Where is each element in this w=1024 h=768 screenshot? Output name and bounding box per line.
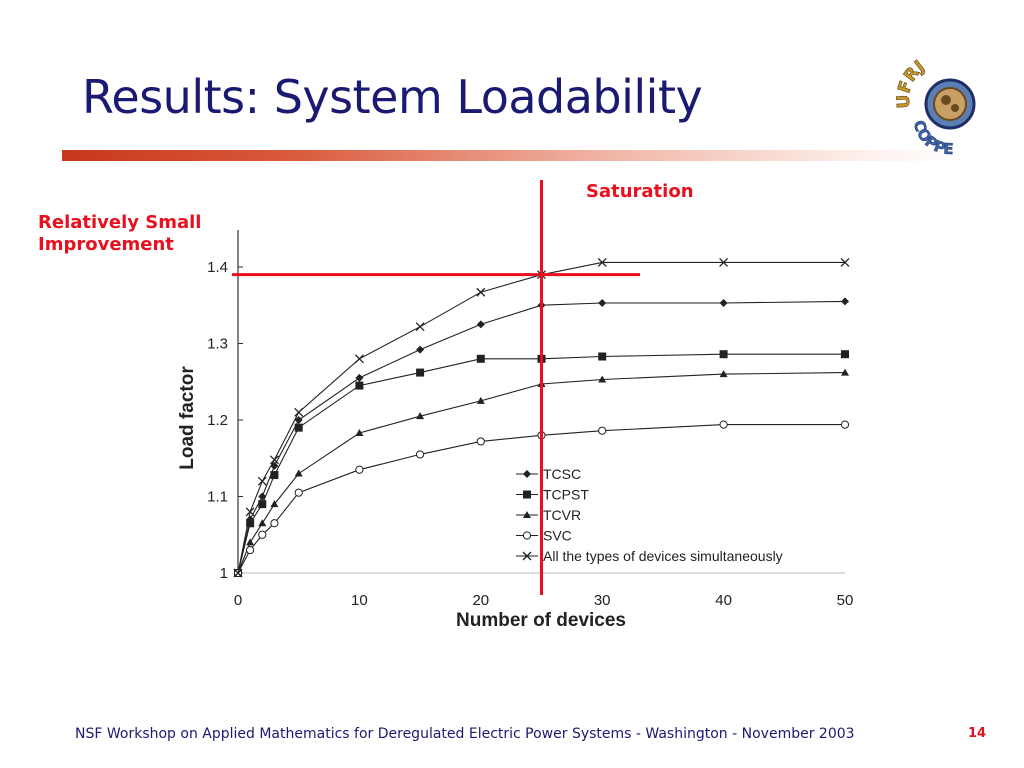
y-axis-label: Load factor: [177, 366, 198, 470]
data-point-4-9: [597, 257, 607, 267]
series-line-4: [237, 261, 845, 574]
legend-marker-2: [523, 511, 531, 518]
x-tick-label: 40: [715, 592, 732, 609]
data-point-0-7: [476, 320, 485, 329]
data-point-4-7: [476, 287, 486, 297]
footer-text: NSF Workshop on Applied Mathematics for …: [75, 726, 855, 742]
data-point-2-5: [355, 429, 364, 437]
data-point-1-7: [476, 354, 485, 363]
data-point-0-6: [416, 345, 425, 354]
small-improvement-line-1: Relatively Small: [38, 212, 202, 233]
data-point-3-1: [246, 545, 255, 555]
x-tick-label: 20: [472, 592, 489, 609]
x-tick-label: 10: [351, 592, 368, 609]
data-point-4-10: [719, 257, 729, 267]
saturation-annotation: Saturation: [586, 181, 694, 202]
data-point-2-11: [841, 368, 849, 376]
data-point-4-6: [415, 322, 425, 332]
data-point-4-11: [840, 257, 850, 267]
data-point-2-4: [294, 469, 303, 477]
data-point-4-1: [245, 507, 255, 517]
data-point-1-9: [598, 352, 607, 361]
data-point-4-0: [233, 568, 243, 578]
data-point-3-5: [355, 465, 364, 474]
data-point-2-3: [270, 500, 279, 508]
legend-label-4: All the types of devices simultaneously: [543, 548, 783, 564]
data-point-0-10: [719, 298, 728, 307]
ufrj-coppe-logo: UFRJ COPPE: [893, 56, 976, 158]
slide-title: Results: System Loadability: [82, 70, 703, 124]
legend-marker-1: [523, 490, 531, 499]
small-improvement-annotation: Relatively Small Improvement: [38, 212, 201, 256]
data-point-3-2: [258, 530, 267, 539]
data-point-4-2: [257, 476, 267, 486]
data-point-2-6: [416, 412, 425, 420]
legend-label-1: TCPST: [543, 487, 589, 503]
data-point-4-5: [354, 354, 364, 364]
data-point-3-11: [840, 420, 850, 429]
legend-marker-3: [522, 531, 532, 540]
data-point-2-10: [719, 370, 728, 378]
data-point-0-9: [598, 298, 607, 307]
legend-label-2: TCVR: [543, 507, 581, 523]
data-point-1-6: [416, 368, 425, 377]
data-point-1-4: [294, 423, 303, 432]
data-point-3-9: [598, 426, 607, 435]
data-point-3-6: [416, 450, 425, 459]
x-tick-label: 50: [837, 592, 854, 609]
small-improvement-line-2: Improvement: [38, 234, 174, 255]
legend-label-0: TCSC: [543, 466, 581, 482]
data-point-3-10: [719, 420, 728, 429]
data-point-0-11: [841, 297, 849, 306]
data-point-1-10: [719, 350, 728, 359]
x-axis-label: Number of devices: [456, 610, 626, 631]
data-point-1-1: [246, 519, 255, 528]
y-tick-label: 1.2: [207, 412, 228, 429]
data-point-1-11: [841, 350, 849, 359]
page-number: 14: [968, 726, 987, 741]
data-point-3-4: [294, 488, 303, 497]
title-rule: [62, 150, 962, 161]
data-point-1-3: [270, 471, 279, 480]
data-point-1-5: [355, 381, 364, 390]
data-point-2-7: [476, 396, 485, 404]
legend-marker-4: [522, 551, 532, 561]
data-point-2-9: [598, 375, 607, 383]
series-line-2: [237, 372, 846, 574]
data-point-2-2: [258, 519, 267, 527]
data-point-3-7: [476, 437, 485, 446]
y-tick-label: 1.4: [207, 259, 228, 276]
data-point-0-5: [355, 373, 364, 382]
x-tick-label: 30: [594, 592, 611, 609]
data-point-4-3: [269, 455, 279, 465]
data-point-0-4: [294, 416, 303, 424]
legend-marker-0: [523, 470, 531, 478]
x-tick-label: 0: [234, 592, 242, 609]
data-point-2-1: [246, 538, 255, 546]
data-point-1-2: [258, 500, 267, 509]
y-tick-label: 1.3: [207, 336, 228, 353]
legend-label-3: SVC: [543, 528, 572, 544]
y-tick-label: 1: [220, 565, 228, 582]
data-point-4-4: [294, 407, 304, 417]
data-point-3-3: [270, 519, 279, 528]
y-tick-label: 1.1: [207, 489, 228, 506]
